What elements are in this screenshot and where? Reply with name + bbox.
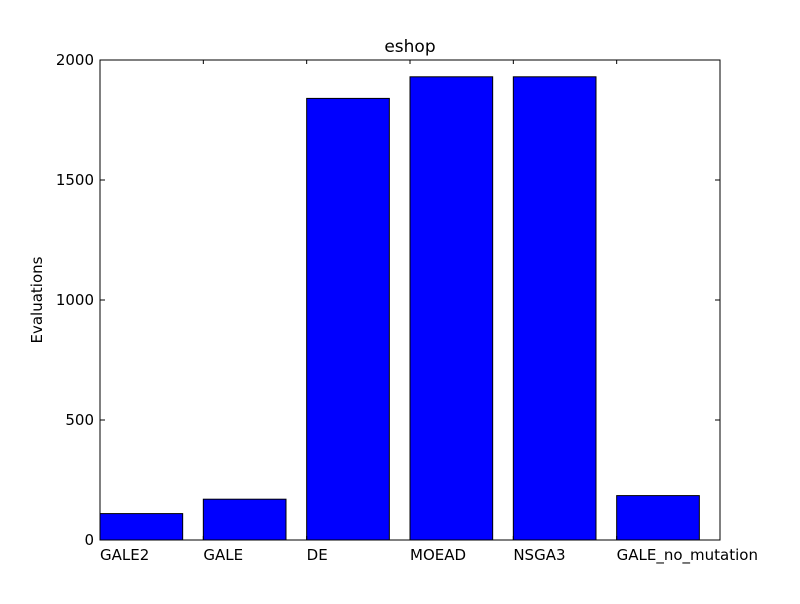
y-tick-label: 500 <box>65 411 94 429</box>
bar-gale-no-mutation <box>616 495 700 541</box>
bar-gale2 <box>99 513 184 541</box>
bars-group <box>99 76 700 541</box>
y-tick-label: 1500 <box>56 171 94 189</box>
x-tick-label: GALE2 <box>100 546 149 564</box>
y-tick-label: 2000 <box>56 51 94 69</box>
y-tick-label: 1000 <box>56 291 94 309</box>
y-axis-label: Evaluations <box>28 256 46 343</box>
x-tick-label: GALE <box>203 546 243 564</box>
x-tick-label: MOEAD <box>410 546 466 564</box>
x-axis-ticks: GALE2 GALE DE MOEAD NSGA3 GALE_no_mutation <box>99 60 758 565</box>
x-tick-label: GALE_no_mutation <box>617 546 758 565</box>
y-axis-ticks: 0 500 1000 1500 2000 <box>56 51 720 549</box>
bar-nsga3 <box>512 76 597 541</box>
chart-title: eshop <box>384 37 435 57</box>
x-tick-label: NSGA3 <box>513 546 565 564</box>
bar-de <box>306 97 390 541</box>
x-tick-label: DE <box>307 546 328 564</box>
bar-moead <box>409 76 494 541</box>
bar-gale <box>202 498 287 541</box>
y-tick-label: 0 <box>84 531 94 549</box>
